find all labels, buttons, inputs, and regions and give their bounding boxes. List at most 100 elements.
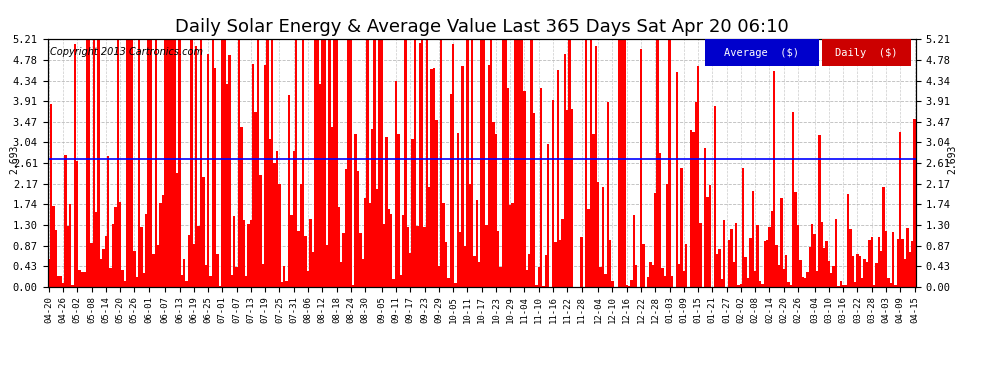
Bar: [143, 273, 146, 287]
Bar: [471, 39, 473, 287]
Bar: [887, 278, 890, 287]
Bar: [117, 39, 119, 287]
Bar: [361, 260, 364, 287]
Bar: [818, 135, 821, 287]
Bar: [193, 244, 195, 287]
Bar: [176, 173, 178, 287]
Bar: [716, 254, 719, 287]
Bar: [831, 273, 833, 287]
Bar: [245, 276, 248, 287]
Bar: [512, 202, 514, 287]
Bar: [851, 256, 854, 287]
Bar: [66, 226, 69, 287]
Bar: [592, 134, 595, 287]
Bar: [463, 246, 466, 287]
Bar: [714, 106, 716, 287]
Bar: [911, 241, 914, 287]
Bar: [169, 39, 171, 287]
Bar: [445, 242, 447, 287]
Bar: [568, 39, 571, 287]
Bar: [740, 284, 742, 287]
Bar: [906, 228, 909, 287]
Bar: [723, 220, 726, 287]
Bar: [854, 282, 856, 287]
Bar: [454, 283, 456, 287]
Bar: [742, 168, 744, 287]
Bar: [431, 69, 433, 287]
Bar: [226, 84, 229, 287]
Bar: [336, 39, 338, 287]
Bar: [436, 120, 438, 287]
Bar: [587, 209, 590, 287]
Bar: [109, 268, 112, 287]
Bar: [185, 281, 188, 287]
Bar: [205, 265, 207, 287]
Bar: [580, 237, 583, 287]
Bar: [426, 39, 428, 287]
Bar: [556, 70, 559, 287]
Bar: [126, 39, 129, 287]
Bar: [231, 275, 233, 287]
Bar: [181, 275, 183, 287]
Bar: [492, 122, 495, 287]
Bar: [502, 39, 504, 287]
Bar: [419, 42, 421, 287]
Bar: [844, 285, 846, 287]
Bar: [341, 262, 343, 287]
Bar: [390, 213, 392, 287]
Bar: [833, 266, 835, 287]
Bar: [83, 272, 85, 287]
Bar: [483, 39, 485, 287]
Bar: [659, 153, 661, 287]
Bar: [402, 215, 404, 287]
Bar: [685, 244, 687, 287]
Bar: [514, 39, 516, 287]
Bar: [395, 81, 397, 287]
Bar: [661, 268, 663, 287]
Bar: [376, 189, 378, 287]
Bar: [90, 243, 93, 287]
Bar: [651, 265, 654, 287]
Bar: [683, 271, 685, 287]
Bar: [256, 39, 259, 287]
Bar: [756, 225, 758, 287]
Bar: [868, 240, 870, 287]
Bar: [880, 251, 882, 287]
Bar: [678, 264, 680, 287]
Bar: [166, 39, 169, 287]
Bar: [863, 259, 866, 287]
Bar: [749, 238, 751, 287]
Bar: [345, 170, 347, 287]
Bar: [164, 39, 166, 287]
Bar: [609, 240, 611, 287]
Bar: [195, 46, 197, 287]
Bar: [680, 168, 683, 287]
Bar: [304, 236, 307, 287]
Bar: [428, 187, 431, 287]
Bar: [635, 265, 638, 287]
Bar: [519, 39, 521, 287]
Bar: [790, 285, 792, 287]
Bar: [735, 223, 738, 287]
Bar: [261, 264, 264, 287]
Bar: [248, 224, 249, 287]
Bar: [495, 134, 497, 287]
Bar: [585, 39, 587, 287]
Bar: [69, 204, 71, 287]
Text: Average  ($): Average ($): [725, 48, 799, 57]
Bar: [699, 223, 702, 287]
Bar: [383, 224, 385, 287]
Bar: [407, 227, 409, 287]
Bar: [707, 197, 709, 287]
Bar: [559, 240, 561, 287]
Bar: [782, 269, 785, 287]
Bar: [500, 267, 502, 287]
Bar: [461, 66, 463, 287]
Bar: [364, 198, 366, 287]
Bar: [835, 219, 838, 287]
Bar: [54, 230, 57, 287]
Bar: [73, 44, 76, 287]
Bar: [509, 205, 512, 287]
Bar: [649, 262, 651, 287]
Bar: [811, 225, 814, 287]
